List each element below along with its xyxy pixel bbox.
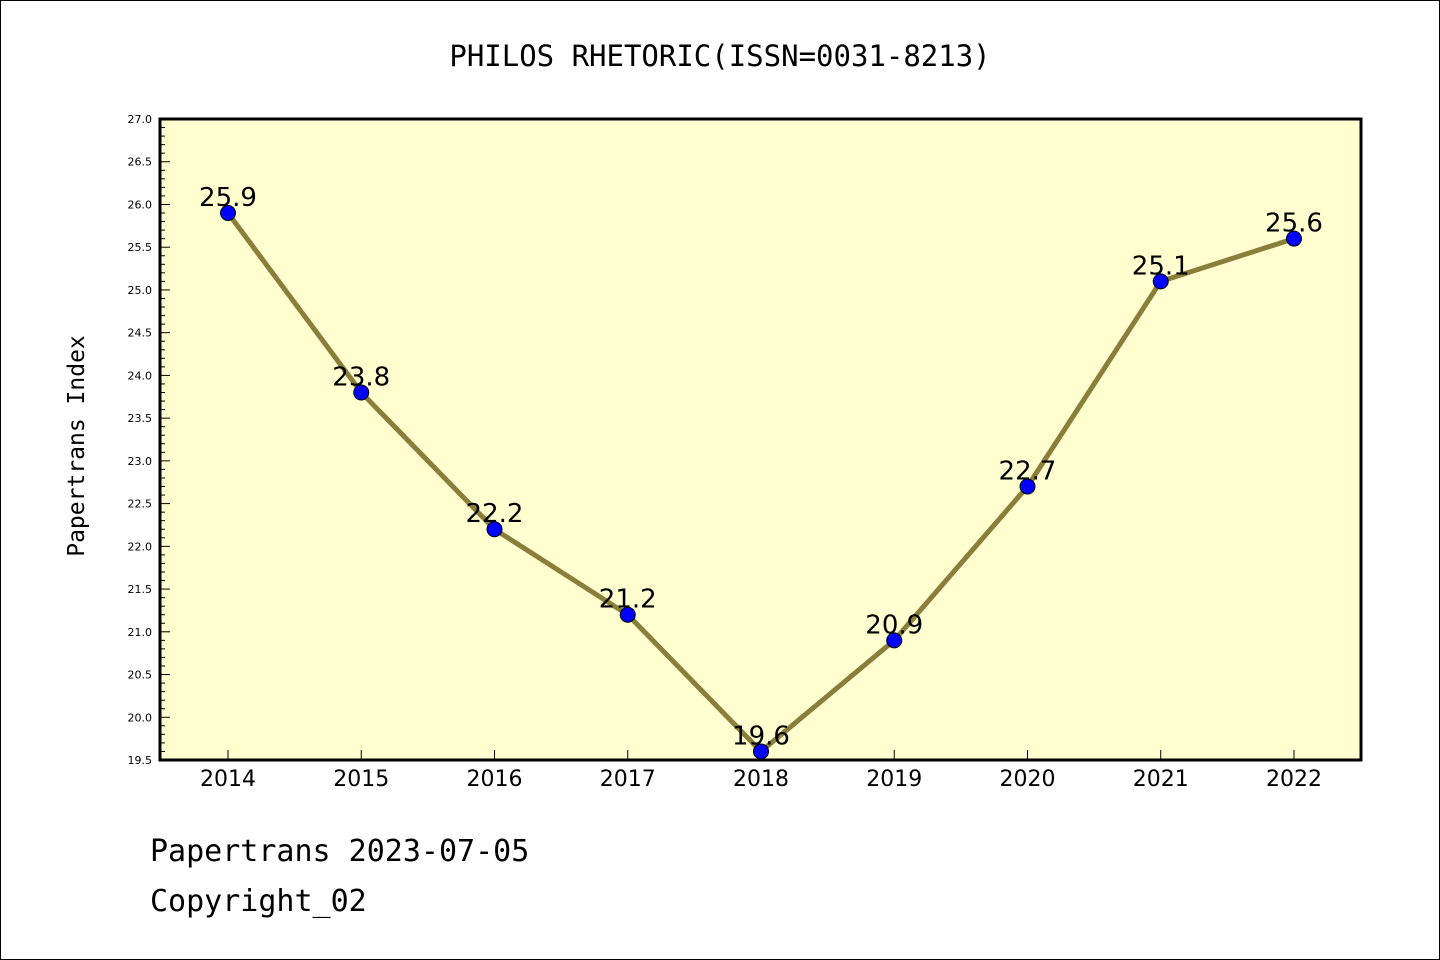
data-label: 25.9 xyxy=(199,183,257,213)
data-label: 20.9 xyxy=(865,610,923,640)
data-point xyxy=(353,384,370,401)
y-tick-label: 22.0 xyxy=(128,540,153,553)
series-group: 25.9 23.8 22.2 21.2 19.6 20.9 22.7 25.1 25.6 xyxy=(199,183,1323,760)
y-tick-label: 24.5 xyxy=(128,327,153,340)
y-tick-label: 25.0 xyxy=(128,284,153,297)
data-point xyxy=(1019,478,1036,495)
data-point xyxy=(1286,230,1302,247)
y-tick-label: 19.5 xyxy=(128,754,153,767)
data-label: 25.1 xyxy=(1132,251,1190,281)
data-label: 22.7 xyxy=(999,457,1057,487)
y-tick-label: 20.5 xyxy=(128,669,153,682)
y-tick-label: 20.0 xyxy=(128,711,153,724)
x-tick-label: 2018 xyxy=(733,767,789,792)
footer-date-text: Papertrans 2023-07-05 xyxy=(150,834,530,869)
y-tick-label: 23.5 xyxy=(128,412,153,425)
data-label: 25.6 xyxy=(1265,209,1323,239)
y-axis-label: Papertrans Index xyxy=(64,335,90,557)
data-point xyxy=(486,521,503,538)
y-tick-label: 21.0 xyxy=(128,626,153,639)
plot-area xyxy=(158,117,1363,762)
data-label: 19.6 xyxy=(732,721,790,751)
chart-title: PHILOS RHETORIC(ISSN=0031-8213) xyxy=(449,39,990,73)
y-tick-label: 27.0 xyxy=(128,113,153,126)
data-label: 23.8 xyxy=(332,362,390,392)
footer-copyright-text: Copyright_02 xyxy=(150,884,367,919)
y-tick-label: 25.5 xyxy=(128,241,153,254)
x-tick-label: 2022 xyxy=(1266,767,1322,792)
y-axis: 19.5 20.0 20.5 21.0 21.5 22.0 22.5 23.0 23.5 24.0… xyxy=(128,113,170,767)
x-tick-label: 2015 xyxy=(333,767,389,792)
x-tick-label: 2019 xyxy=(866,767,922,792)
y-tick-label: 26.0 xyxy=(128,198,153,211)
x-tick-label: 2021 xyxy=(1133,767,1189,792)
data-point xyxy=(619,606,636,623)
data-point xyxy=(220,205,236,222)
data-label: 21.2 xyxy=(599,585,657,615)
y-tick-label: 22.5 xyxy=(128,498,153,511)
x-axis: 2014 2015 2016 2017 2018 2019 2020 2021 2022 xyxy=(200,750,1322,792)
x-tick-label: 2020 xyxy=(1000,767,1056,792)
x-tick-label: 2017 xyxy=(600,767,656,792)
y-tick-label: 21.5 xyxy=(128,583,153,596)
y-tick-label: 24.0 xyxy=(128,369,153,382)
x-tick-label: 2014 xyxy=(200,767,256,792)
x-tick-label: 2016 xyxy=(467,767,523,792)
y-tick-label: 23.0 xyxy=(128,455,153,468)
data-point xyxy=(753,743,769,760)
data-label: 22.2 xyxy=(466,499,524,529)
data-point xyxy=(886,632,903,649)
data-point xyxy=(1152,273,1169,290)
y-tick-label: 26.5 xyxy=(128,156,153,169)
